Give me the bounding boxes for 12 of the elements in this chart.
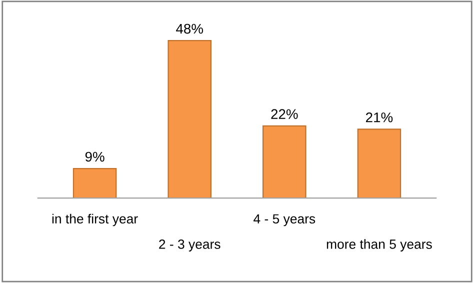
x-tick-label: more than 5 years	[326, 239, 432, 252]
data-label: 22%	[271, 109, 298, 119]
x-tick-label: 4 - 5 years	[254, 214, 316, 226]
data-label: 9%	[85, 152, 104, 162]
data-label: 48%	[176, 24, 204, 34]
bar	[168, 40, 212, 198]
bar	[72, 168, 117, 198]
x-tick-label: in the first year	[52, 214, 138, 226]
bar	[262, 125, 306, 198]
x-tick-label: 2 - 3 years	[159, 240, 220, 252]
bar	[357, 128, 402, 198]
data-label: 21%	[366, 112, 393, 122]
